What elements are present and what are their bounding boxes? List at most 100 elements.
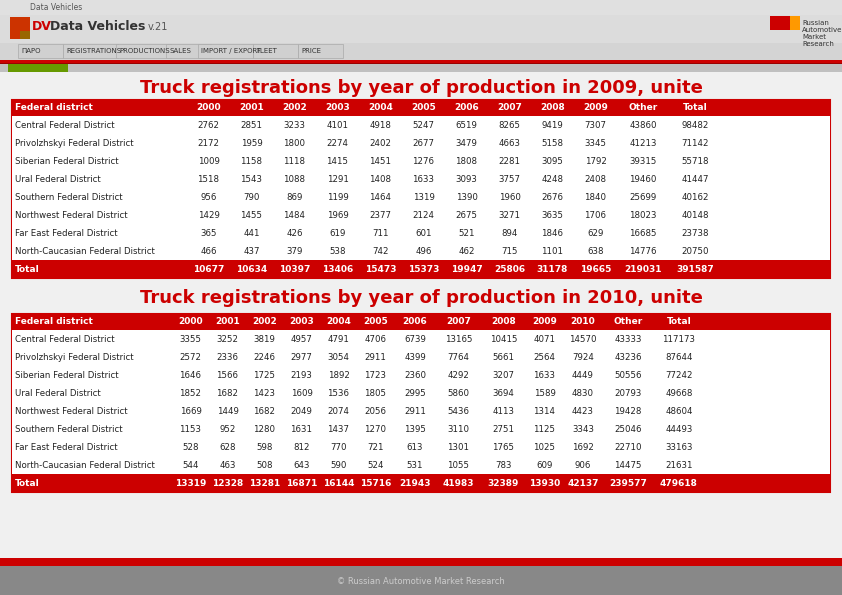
- Text: 4399: 4399: [404, 352, 426, 362]
- Text: 1631: 1631: [290, 424, 312, 434]
- Text: 952: 952: [219, 424, 236, 434]
- Text: 1566: 1566: [216, 371, 238, 380]
- Text: 4449: 4449: [572, 371, 594, 380]
- Text: 1609: 1609: [290, 389, 312, 397]
- Text: 3757: 3757: [498, 174, 520, 183]
- Text: 1319: 1319: [413, 193, 434, 202]
- Text: 1682: 1682: [216, 389, 238, 397]
- Text: 1451: 1451: [370, 156, 392, 165]
- Text: 4706: 4706: [365, 334, 386, 343]
- Text: 590: 590: [330, 461, 347, 469]
- Text: 742: 742: [372, 246, 389, 255]
- Text: 14475: 14475: [615, 461, 642, 469]
- Text: 71142: 71142: [681, 139, 709, 148]
- Text: 2003: 2003: [289, 318, 314, 327]
- Bar: [198, 44, 253, 58]
- Text: 2049: 2049: [290, 406, 312, 415]
- Text: 2911: 2911: [404, 406, 426, 415]
- Text: 538: 538: [329, 246, 346, 255]
- Text: 3355: 3355: [179, 334, 201, 343]
- Text: 1800: 1800: [284, 139, 306, 148]
- Text: 3095: 3095: [541, 156, 563, 165]
- Text: 20793: 20793: [615, 389, 642, 397]
- Text: 721: 721: [367, 443, 384, 452]
- Text: 1276: 1276: [413, 156, 434, 165]
- Text: 1291: 1291: [327, 174, 349, 183]
- Text: 31178: 31178: [537, 265, 568, 274]
- Text: 466: 466: [200, 246, 216, 255]
- Bar: [0, 562, 842, 566]
- Text: 5247: 5247: [413, 121, 434, 130]
- Text: 55718: 55718: [681, 156, 709, 165]
- Text: 10397: 10397: [279, 265, 310, 274]
- Text: 1125: 1125: [534, 424, 556, 434]
- Bar: [12, 330, 830, 348]
- Bar: [0, 15, 842, 60]
- Text: 437: 437: [243, 246, 259, 255]
- Text: Total: Total: [15, 265, 40, 274]
- Text: 619: 619: [329, 228, 346, 237]
- Text: Siberian Federal District: Siberian Federal District: [15, 371, 119, 380]
- Text: 1153: 1153: [179, 424, 201, 434]
- Text: 1055: 1055: [447, 461, 470, 469]
- Bar: [770, 16, 790, 30]
- Text: 2274: 2274: [327, 139, 349, 148]
- Text: 1518: 1518: [198, 174, 220, 183]
- Text: 1959: 1959: [241, 139, 263, 148]
- Text: 21631: 21631: [665, 461, 693, 469]
- Text: 2172: 2172: [198, 139, 220, 148]
- Text: 6519: 6519: [456, 121, 477, 130]
- Text: SALES: SALES: [169, 48, 191, 54]
- Text: Southern Federal District: Southern Federal District: [15, 193, 123, 202]
- Text: 10415: 10415: [490, 334, 517, 343]
- Text: 496: 496: [415, 246, 432, 255]
- Text: 715: 715: [501, 246, 518, 255]
- Text: 1805: 1805: [365, 389, 386, 397]
- Text: 643: 643: [293, 461, 310, 469]
- Bar: [20, 31, 30, 39]
- Text: 3252: 3252: [216, 334, 238, 343]
- Text: 2010: 2010: [571, 318, 595, 327]
- Text: 20750: 20750: [681, 246, 709, 255]
- Text: 16144: 16144: [322, 478, 354, 487]
- Text: 77242: 77242: [665, 371, 693, 380]
- Text: 906: 906: [575, 461, 591, 469]
- Text: 770: 770: [330, 443, 347, 452]
- Text: 3093: 3093: [456, 174, 477, 183]
- Text: 10677: 10677: [193, 265, 224, 274]
- Text: 1852: 1852: [179, 389, 201, 397]
- Text: 3233: 3233: [284, 121, 306, 130]
- Text: 1723: 1723: [365, 371, 386, 380]
- Text: 2074: 2074: [328, 406, 349, 415]
- Bar: [12, 474, 830, 492]
- Text: 33163: 33163: [665, 443, 693, 452]
- Text: 463: 463: [219, 461, 236, 469]
- Text: Privolzhskyi Federal District: Privolzhskyi Federal District: [15, 139, 134, 148]
- Text: 1646: 1646: [179, 371, 201, 380]
- Text: Far East Federal District: Far East Federal District: [15, 228, 118, 237]
- Text: 25699: 25699: [629, 193, 657, 202]
- Text: 1682: 1682: [253, 406, 275, 415]
- Text: 1464: 1464: [370, 193, 392, 202]
- Text: 1706: 1706: [584, 211, 606, 220]
- Text: 14570: 14570: [569, 334, 597, 343]
- Text: North-Caucasian Federal District: North-Caucasian Federal District: [15, 461, 155, 469]
- Text: 14776: 14776: [629, 246, 657, 255]
- Text: 3271: 3271: [498, 211, 520, 220]
- Text: 2572: 2572: [179, 352, 201, 362]
- Text: 1633: 1633: [534, 371, 556, 380]
- Text: 15716: 15716: [360, 478, 392, 487]
- Bar: [0, 63, 842, 64]
- Text: 13406: 13406: [322, 265, 353, 274]
- Text: Privolzhskyi Federal District: Privolzhskyi Federal District: [15, 352, 134, 362]
- Bar: [18, 44, 63, 58]
- Text: 2001: 2001: [239, 104, 264, 112]
- Text: 40162: 40162: [681, 193, 709, 202]
- Text: 9419: 9419: [541, 121, 563, 130]
- Text: 2336: 2336: [216, 352, 238, 362]
- Bar: [0, 72, 842, 560]
- Text: 2006: 2006: [402, 318, 428, 327]
- Text: v.21: v.21: [148, 22, 168, 32]
- Text: Northwest Federal District: Northwest Federal District: [15, 406, 128, 415]
- Text: 2005: 2005: [411, 104, 436, 112]
